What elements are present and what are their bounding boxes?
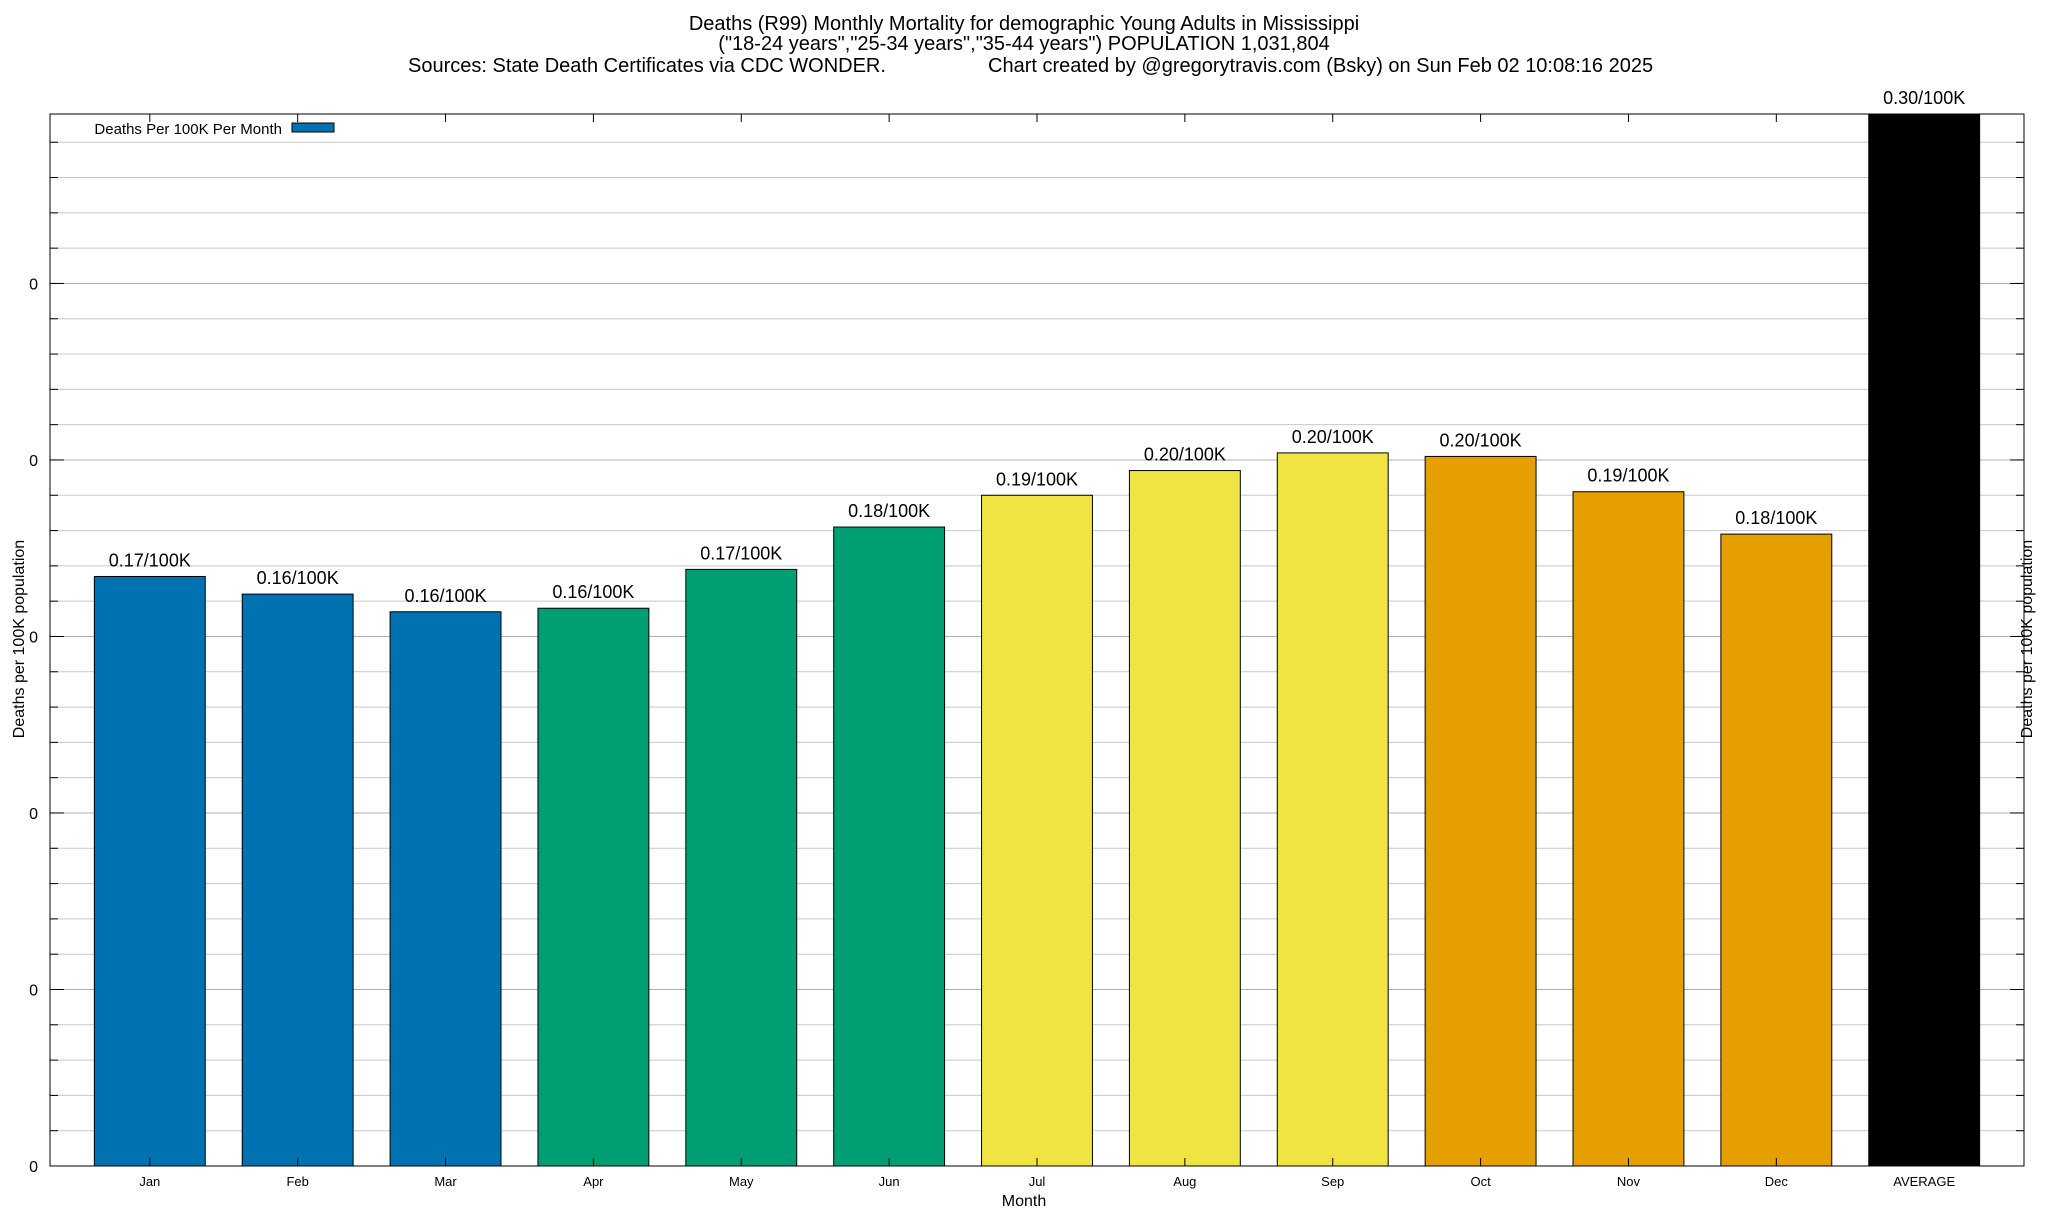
data-label-nov: 0.19/100K	[1587, 466, 1669, 486]
bar-apr	[537, 607, 650, 1167]
data-label-may: 0.17/100K	[700, 543, 782, 563]
x-tick-label-aug: Aug	[1173, 1174, 1196, 1189]
y-tick-label: 0	[29, 982, 38, 999]
x-tick-label-jun: Jun	[879, 1174, 900, 1189]
data-label-feb: 0.16/100K	[257, 568, 339, 588]
bar-dec	[1720, 533, 1833, 1167]
data-label-aug: 0.20/100K	[1144, 445, 1226, 465]
data-label-mar: 0.16/100K	[405, 586, 487, 606]
x-tick-label-nov: Nov	[1617, 1174, 1641, 1189]
bar-mar	[389, 611, 502, 1167]
bar-oct	[1424, 455, 1537, 1167]
y-tick-label: 0	[29, 806, 38, 823]
y-tick-label: 0	[29, 1159, 38, 1176]
bar-jul	[981, 494, 1093, 1167]
bar-jan	[93, 575, 206, 1167]
x-tick-label-average: AVERAGE	[1893, 1174, 1955, 1189]
bar-average	[1868, 113, 1981, 1167]
x-tick-label-jul: Jul	[1029, 1174, 1046, 1189]
chart-title-line-2: ("18-24 years","25-34 years","35-44 year…	[718, 33, 1330, 55]
data-label-oct: 0.20/100K	[1440, 430, 1522, 450]
chart-title-line-1: Deaths (R99) Monthly Mortality for demog…	[688, 13, 1360, 35]
bar-may	[685, 568, 798, 1167]
x-tick-label-sep: Sep	[1321, 1174, 1344, 1189]
source-text: Sources: State Death Certificates via CD…	[408, 55, 886, 77]
data-label-jul: 0.19/100K	[996, 469, 1078, 489]
bar-nov	[1572, 491, 1685, 1167]
x-tick-label-dec: Dec	[1765, 1174, 1789, 1189]
x-tick-label-jan: Jan	[139, 1174, 160, 1189]
data-label-jun: 0.18/100K	[848, 501, 930, 521]
legend-swatch	[291, 122, 335, 133]
y-tick-label: 0	[29, 276, 38, 293]
x-tick-label-oct: Oct	[1470, 1174, 1491, 1189]
credit-text: Chart created by @gregorytravis.com (Bsk…	[988, 55, 1654, 77]
bar-aug	[1128, 470, 1241, 1167]
x-tick-label-feb: Feb	[286, 1174, 308, 1189]
x-tick-label-may: May	[729, 1174, 754, 1189]
plot-frame	[49, 113, 2025, 1167]
y-tick-label: 0	[29, 629, 38, 646]
data-label-dec: 0.18/100K	[1735, 508, 1817, 528]
data-label-apr: 0.16/100K	[552, 582, 634, 602]
x-tick-label-mar: Mar	[434, 1174, 457, 1189]
data-label-average: 0.30/100K	[1883, 88, 1965, 108]
legend-label: Deaths Per 100K Per Month	[94, 121, 282, 138]
x-tick-label-apr: Apr	[583, 1174, 604, 1189]
data-label-jan: 0.17/100K	[109, 550, 191, 570]
bar-feb	[241, 593, 354, 1167]
chart-title: Deaths (R99) Monthly Mortality for demog…	[0, 14, 2048, 54]
bar-jun	[833, 526, 946, 1167]
data-label-sep: 0.20/100K	[1292, 427, 1374, 447]
bar-sep	[1276, 452, 1389, 1167]
y-tick-label: 0	[29, 453, 38, 470]
